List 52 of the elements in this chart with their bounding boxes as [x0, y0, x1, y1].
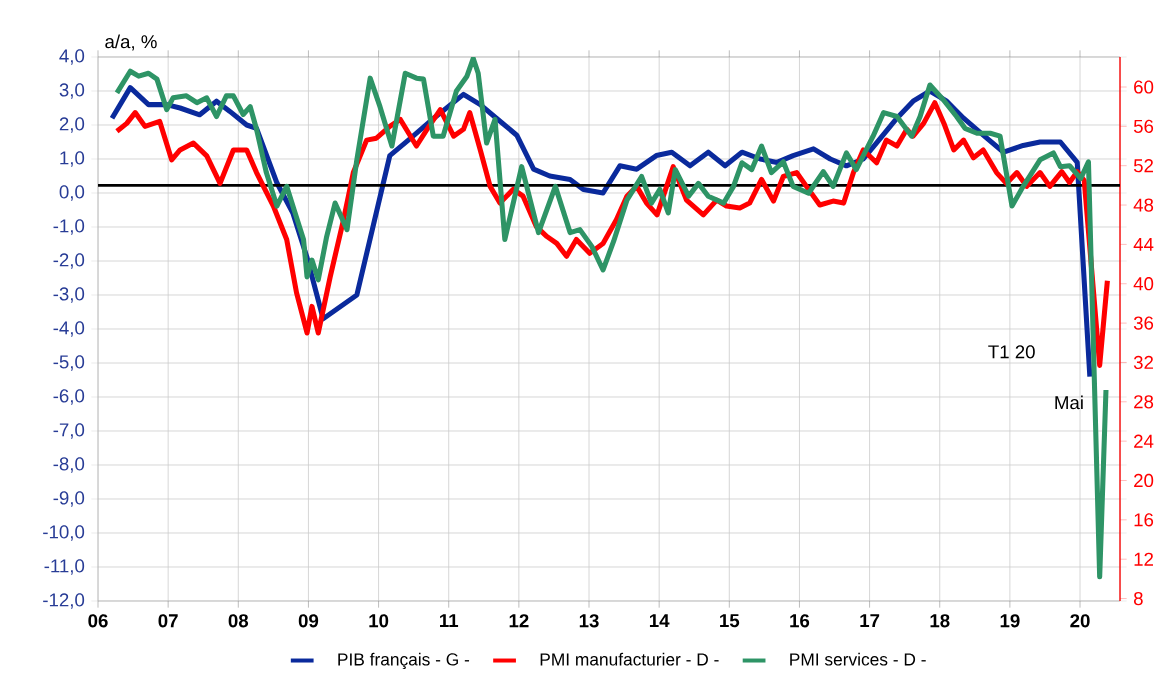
- x-tick-label: 09: [298, 614, 319, 628]
- y2-tick-label: 20: [1134, 473, 1154, 488]
- x-tick-label: 14: [649, 614, 670, 627]
- x-tick-label: 12: [509, 614, 529, 628]
- legend-label: PMI services - D -: [790, 652, 926, 666]
- x-tick-label: 19: [1000, 614, 1020, 628]
- y-tick-label: 0,0: [59, 185, 85, 201]
- y2-tick-label: 16: [1134, 513, 1154, 527]
- legend-label: PIB français - G -: [338, 652, 470, 670]
- y-tick-label: 1,0: [60, 151, 85, 167]
- y-tick-label: -7,0: [53, 423, 85, 439]
- x-tick-label: 15: [720, 614, 740, 628]
- y-tick-label: -9,0: [53, 491, 85, 507]
- y2-tick-label: 28: [1134, 395, 1154, 409]
- y-tick-label: -1,0: [53, 219, 85, 235]
- y2-tick-label: 48: [1133, 198, 1154, 212]
- x-tick-label: 13: [579, 614, 599, 628]
- y2-tick-label: 40: [1133, 277, 1154, 291]
- annotation: T1 20: [988, 345, 1035, 359]
- y2-tick-label: 56: [1133, 119, 1154, 133]
- y-tick-label: 3,0: [59, 83, 85, 99]
- x-tick-label: 10: [369, 614, 389, 628]
- y-tick-label: -4,0: [53, 321, 85, 337]
- y2-tick-label: 24: [1134, 434, 1154, 448]
- y2-tick-label: 60: [1134, 80, 1154, 94]
- y-tick-label: -8,0: [53, 457, 85, 473]
- y-tick-label: -11,0: [44, 559, 85, 575]
- y2-tick-label: 32: [1133, 355, 1153, 370]
- annotation: Mai: [1055, 395, 1083, 410]
- y-tick-label: 4,0: [59, 49, 85, 65]
- y-tick-label: 2,0: [59, 117, 85, 133]
- y-axis-title: a/a, %: [105, 34, 157, 51]
- legend-label: PMI manufacturier - D -: [540, 652, 719, 666]
- y-tick-label: -2,0: [53, 253, 85, 269]
- y-tick-label: -5,0: [53, 355, 85, 371]
- y-tick-label: -10,0: [43, 525, 85, 541]
- x-tick-label: 20: [1070, 614, 1090, 628]
- y-tick-label: -3,0: [53, 287, 85, 303]
- y2-tick-label: 8: [1133, 591, 1143, 606]
- x-tick-label: 11: [440, 614, 459, 627]
- y-tick-label: -6,0: [53, 389, 85, 405]
- x-tick-label: 18: [930, 614, 950, 628]
- y2-tick-label: 52: [1133, 159, 1153, 173]
- x-tick-label: 17: [860, 614, 880, 627]
- y-tick-label: -12,0: [43, 593, 85, 609]
- y2-tick-label: 44: [1133, 237, 1154, 251]
- x-tick-label: 16: [790, 614, 810, 628]
- y2-tick-label: 12: [1134, 552, 1153, 566]
- x-tick-label: 06: [88, 614, 108, 628]
- x-tick-label: 07: [158, 614, 178, 628]
- x-tick-label: 08: [228, 614, 249, 628]
- y2-tick-label: 36: [1133, 316, 1154, 330]
